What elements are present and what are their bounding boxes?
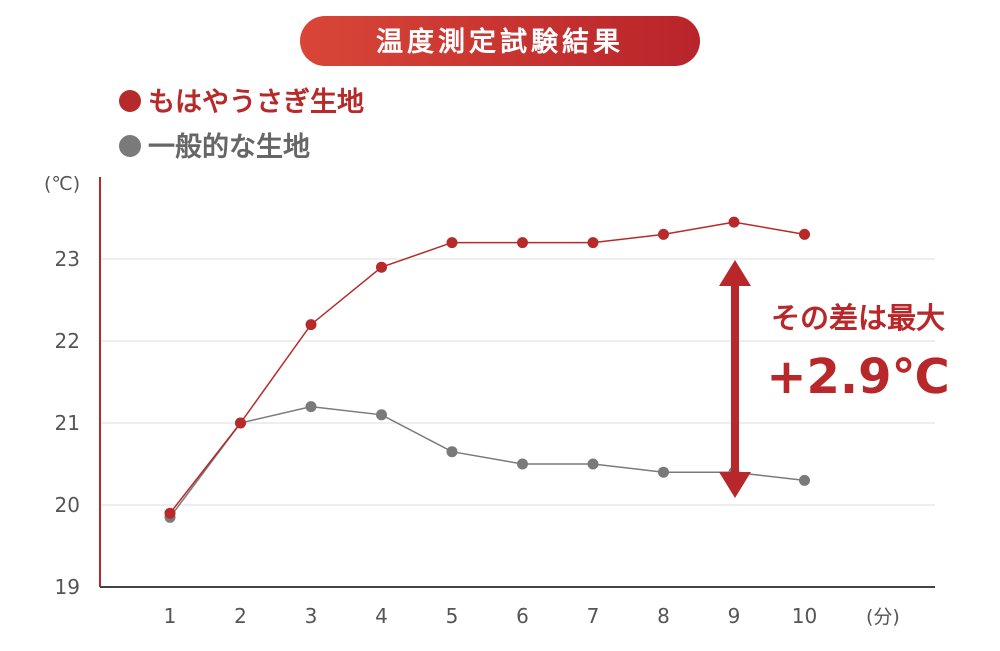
x-tick-label: 9 [728, 604, 741, 628]
data-point-usagi [235, 417, 246, 429]
series-line-general [169, 405, 805, 518]
x-tick-label: 2 [234, 604, 247, 628]
data-point-usagi [376, 261, 387, 273]
y-tick-label: 23 [55, 247, 80, 271]
x-tick-label: 10 [792, 604, 817, 628]
difference-arrow-head-down [719, 472, 751, 498]
chart-title-text: 温度測定試験結果 [376, 26, 624, 58]
legend-label-usagi: もはやうさぎ生地 [148, 87, 364, 118]
data-point-general [517, 458, 528, 470]
data-point-usagi [517, 237, 528, 249]
difference-arrow [719, 260, 751, 498]
data-point-usagi [305, 319, 317, 331]
chart-title-background [300, 16, 700, 66]
y-tick-label: 20 [55, 493, 80, 517]
data-point-general [305, 401, 317, 413]
legend-dot-usagi [119, 90, 141, 112]
grid-lines [100, 258, 935, 506]
series-line-usagi [169, 221, 805, 514]
y-tick-label: 22 [55, 329, 80, 353]
difference-arrow-head-up [719, 260, 751, 286]
y-tick-labels: 19 20 21 22 23 [55, 247, 80, 599]
x-tick-label: 7 [587, 604, 600, 628]
x-tick-label: 3 [305, 604, 318, 628]
data-point-usagi [799, 228, 810, 240]
x-tick-labels: 1 2 3 4 5 6 7 8 9 10 [164, 604, 818, 628]
data-point-general [658, 466, 669, 478]
chart-title: 温度測定試験結果 [300, 16, 700, 66]
data-point-usagi [728, 216, 740, 228]
data-point-general [799, 474, 810, 486]
x-tick-label: 8 [657, 604, 670, 628]
x-tick-label: 5 [446, 604, 459, 628]
legend: もはやうさぎ生地 一般的な生地 [119, 87, 364, 163]
y-axis-unit: (℃) [44, 173, 80, 195]
series [164, 216, 810, 523]
y-tick-label: 21 [55, 411, 80, 435]
data-point-usagi [587, 237, 599, 249]
legend-dot-general [119, 135, 141, 157]
x-tick-label: 6 [516, 604, 529, 628]
annotation-line1: その差は最大 [771, 301, 945, 335]
data-point-general [446, 446, 458, 458]
x-tick-label: 1 [164, 604, 177, 628]
y-tick-label: 19 [55, 575, 80, 599]
data-point-general [376, 409, 387, 421]
data-point-usagi [658, 228, 669, 240]
data-point-usagi [446, 237, 458, 249]
legend-label-general: 一般的な生地 [148, 131, 310, 163]
annotation-line2: +2.9℃ [766, 349, 949, 405]
axes: (℃) (分) [44, 173, 935, 628]
x-tick-label: 4 [375, 604, 388, 628]
data-point-general [587, 458, 599, 470]
x-axis-unit: (分) [866, 606, 900, 628]
data-point-usagi [164, 507, 176, 519]
